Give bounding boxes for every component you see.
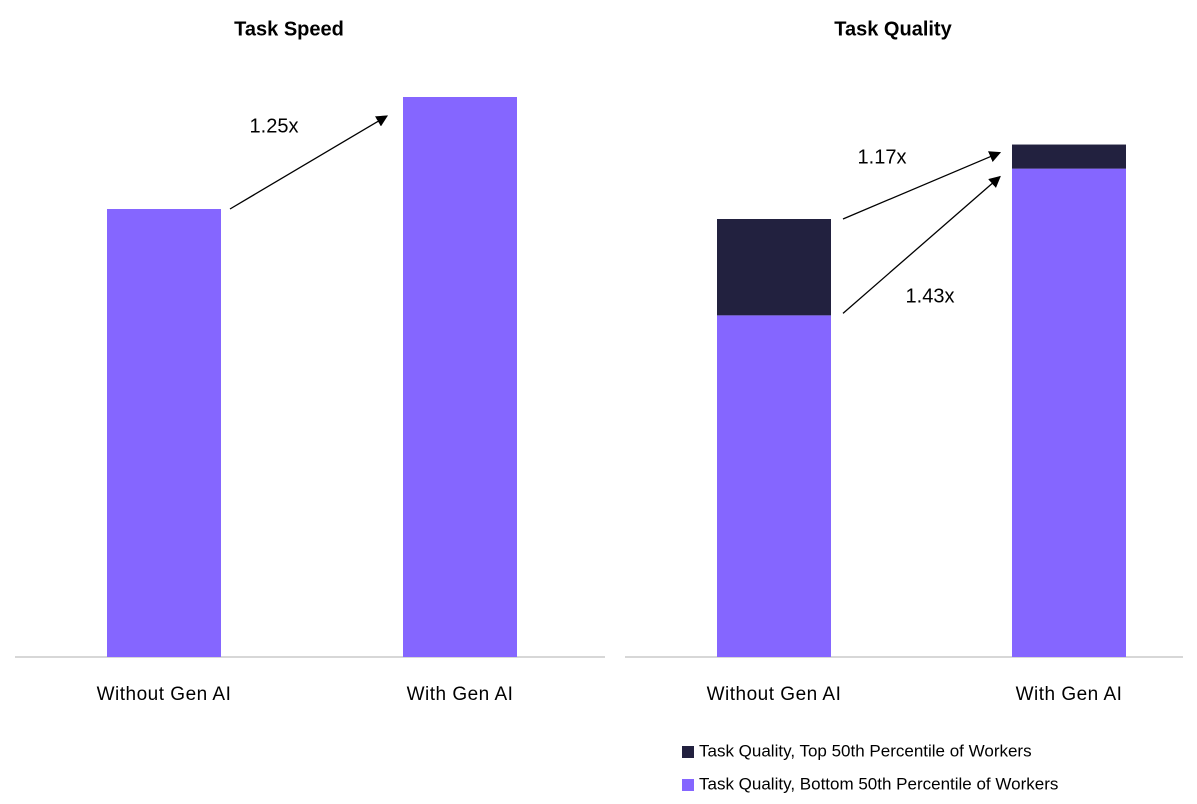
x-tick-label: With Gen AI [1016, 684, 1123, 705]
annotation: 1.43x [906, 285, 955, 307]
annotation-arrow [229, 115, 389, 210]
x-tick-label: With Gen AI [407, 684, 514, 705]
annotation-arrow [842, 151, 1002, 220]
legend-label: Task Quality, Top 50th Percentile of Wor… [699, 741, 1032, 760]
legend-label: Task Quality, Bottom 50th Percentile of … [699, 774, 1058, 793]
bar-segment [1012, 144, 1126, 169]
bar-segment [717, 219, 831, 316]
annotation-arrow [842, 175, 1001, 314]
legend-swatch [682, 746, 694, 758]
bar-segment [717, 315, 831, 657]
x-tick-label: Without Gen AI [707, 684, 842, 705]
bar [403, 97, 517, 657]
chart-title: Task Speed [234, 18, 344, 40]
x-tick-label: Without Gen AI [97, 684, 232, 705]
annotation: 1.17x [858, 146, 907, 168]
bar [107, 209, 221, 657]
annotation: 1.25x [250, 115, 299, 137]
legend-swatch [682, 779, 694, 791]
bar-segment [1012, 168, 1126, 657]
chart-title: Task Quality [834, 18, 952, 40]
